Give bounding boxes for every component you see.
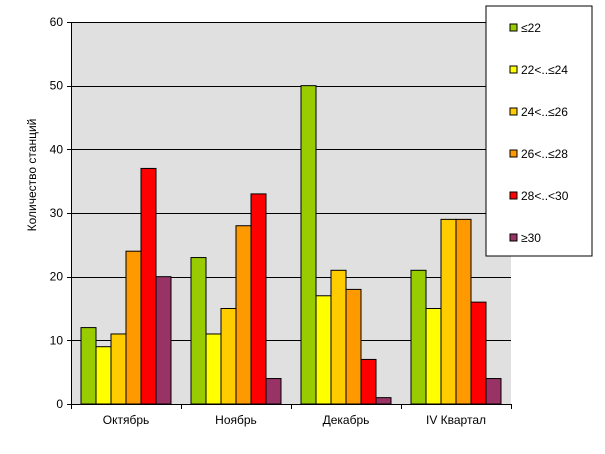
bar (205, 333, 222, 405)
bar (265, 378, 282, 405)
y-tick-labels: 0 10 20 30 40 50 60 (50, 15, 64, 411)
bar (155, 276, 172, 405)
legend-box (485, 5, 593, 257)
legend-label: 24<..≤26 (521, 105, 568, 119)
x-tick-label: Октябрь (103, 413, 150, 427)
x-tick-labels: Октябрь Ноябрь Декабрь IV Квартал (103, 413, 486, 427)
bar (470, 301, 487, 405)
y-tick-label: 30 (50, 206, 64, 220)
bar (140, 167, 157, 405)
legend-swatch (509, 233, 518, 242)
bar (220, 308, 237, 405)
bar (80, 327, 97, 405)
y-tick-label: 50 (50, 79, 64, 93)
bar (330, 269, 347, 405)
bar (250, 193, 267, 405)
bar (95, 346, 112, 405)
legend: ≤22 22<..≤24 24<..≤26 26<..≤28 28<..<30 ≥30 (485, 5, 593, 257)
y-axis-title: Количество станций (25, 119, 39, 232)
x-tick-label: IV Квартал (426, 413, 486, 427)
legend-swatch (509, 149, 518, 158)
bar (190, 257, 207, 405)
legend-label: 22<..≤24 (521, 63, 568, 77)
legend-swatch (509, 107, 518, 116)
y-tick-label: 60 (50, 15, 64, 29)
y-tick-label: 20 (50, 270, 64, 284)
legend-label: ≥30 (521, 231, 541, 245)
legend-swatch (509, 23, 518, 32)
bar (410, 269, 427, 405)
legend-swatch (509, 65, 518, 74)
bar (455, 218, 472, 405)
bar (235, 225, 252, 405)
bar (360, 358, 377, 405)
y-tick-label: 0 (56, 397, 63, 411)
bar (125, 250, 142, 405)
bar (425, 308, 442, 405)
bar (375, 397, 392, 405)
y-tick-label: 40 (50, 142, 64, 156)
bars (80, 85, 502, 405)
y-tick-label: 10 (50, 333, 64, 347)
legend-label: ≤22 (521, 21, 541, 35)
bar (315, 295, 332, 405)
bar (300, 85, 317, 405)
bar (485, 378, 502, 405)
axes (67, 22, 512, 409)
bar (110, 333, 127, 405)
legend-swatch (509, 191, 518, 200)
legend-label: 26<..≤28 (521, 147, 568, 161)
x-tick-label: Ноябрь (215, 413, 257, 427)
bar (440, 218, 457, 405)
legend-label: 28<..<30 (521, 189, 569, 203)
x-tick-label: Декабрь (323, 413, 370, 427)
bar (345, 288, 362, 405)
